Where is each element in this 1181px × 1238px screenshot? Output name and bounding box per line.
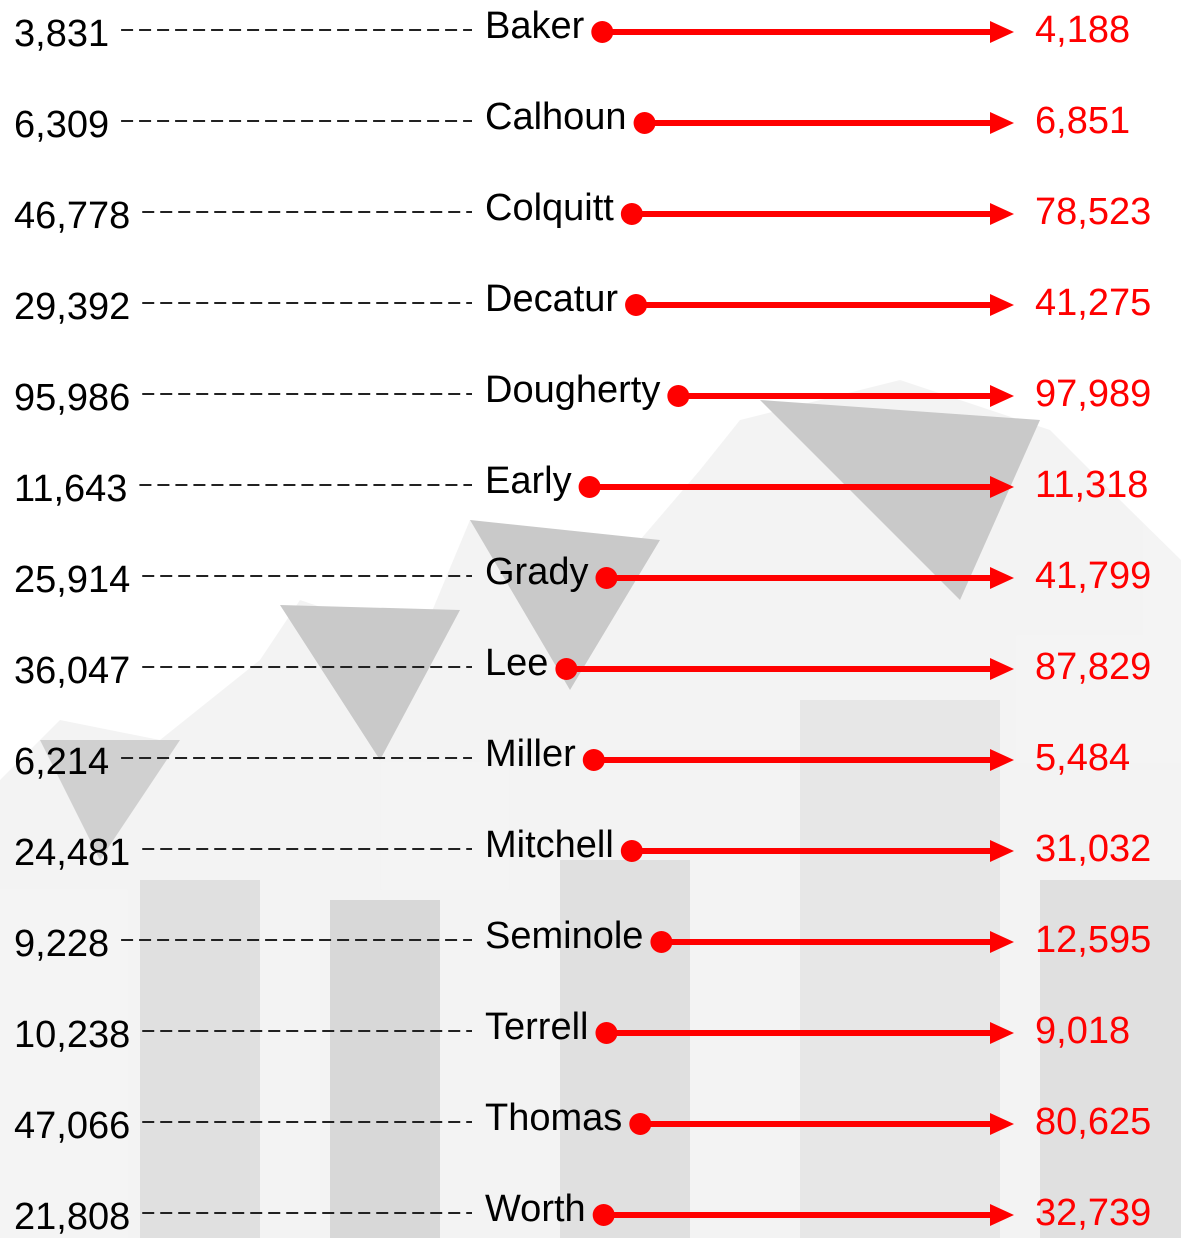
county-name: Early bbox=[485, 460, 572, 502]
after-value: 32,739 bbox=[1035, 1192, 1151, 1234]
arrow-head bbox=[990, 203, 1014, 225]
before-value: 36,047 bbox=[14, 650, 130, 692]
after-value: 41,275 bbox=[1035, 282, 1151, 324]
arrow-head bbox=[990, 1022, 1014, 1044]
after-value: 6,851 bbox=[1035, 100, 1130, 142]
arrow-head bbox=[990, 476, 1014, 498]
arrow-head bbox=[990, 1204, 1014, 1226]
arrow-head bbox=[990, 385, 1014, 407]
before-value: 25,914 bbox=[14, 559, 130, 601]
county-name: Terrell bbox=[485, 1006, 588, 1048]
before-value: 47,066 bbox=[14, 1105, 130, 1147]
before-value: 6,214 bbox=[14, 741, 109, 783]
after-value: 41,799 bbox=[1035, 555, 1151, 597]
county-name: Lee bbox=[485, 642, 548, 684]
arrow-head bbox=[990, 749, 1014, 771]
before-value: 29,392 bbox=[14, 286, 130, 328]
background-houses bbox=[0, 380, 1181, 1238]
county-name: Decatur bbox=[485, 278, 618, 320]
county-name: Grady bbox=[485, 551, 588, 593]
before-value: 3,831 bbox=[14, 13, 109, 55]
arrow-head bbox=[990, 658, 1014, 680]
county-name: Calhoun bbox=[485, 96, 627, 138]
arrow-head bbox=[990, 112, 1014, 134]
before-value: 21,808 bbox=[14, 1196, 130, 1238]
before-value: 11,643 bbox=[14, 468, 127, 510]
before-value: 24,481 bbox=[14, 832, 130, 874]
arrow-head bbox=[990, 1113, 1014, 1135]
county-name: Miller bbox=[485, 733, 576, 775]
county-name: Worth bbox=[485, 1188, 586, 1230]
before-value: 46,778 bbox=[14, 195, 130, 237]
after-value: 78,523 bbox=[1035, 191, 1151, 233]
county-name: Dougherty bbox=[485, 369, 660, 411]
after-value: 11,318 bbox=[1035, 464, 1148, 506]
after-value: 87,829 bbox=[1035, 646, 1151, 688]
county-name: Colquitt bbox=[485, 187, 614, 229]
county-name: Baker bbox=[485, 5, 585, 47]
county-name: Seminole bbox=[485, 915, 643, 957]
arrow-head bbox=[990, 21, 1014, 43]
after-value: 12,595 bbox=[1035, 919, 1151, 961]
after-value: 31,032 bbox=[1035, 828, 1151, 870]
arrow-head bbox=[990, 840, 1014, 862]
before-value: 95,986 bbox=[14, 377, 130, 419]
after-value: 80,625 bbox=[1035, 1101, 1151, 1143]
arrow-head bbox=[990, 931, 1014, 953]
arrow-head bbox=[990, 567, 1014, 589]
county-name: Thomas bbox=[485, 1097, 622, 1139]
before-value: 9,228 bbox=[14, 923, 109, 965]
county-name: Mitchell bbox=[485, 824, 614, 866]
after-value: 4,188 bbox=[1035, 9, 1130, 51]
after-value: 9,018 bbox=[1035, 1010, 1130, 1052]
after-value: 97,989 bbox=[1035, 373, 1151, 415]
arrow-head bbox=[990, 294, 1014, 316]
before-value: 10,238 bbox=[14, 1014, 130, 1056]
after-value: 5,484 bbox=[1035, 737, 1130, 779]
before-value: 6,309 bbox=[14, 104, 109, 146]
